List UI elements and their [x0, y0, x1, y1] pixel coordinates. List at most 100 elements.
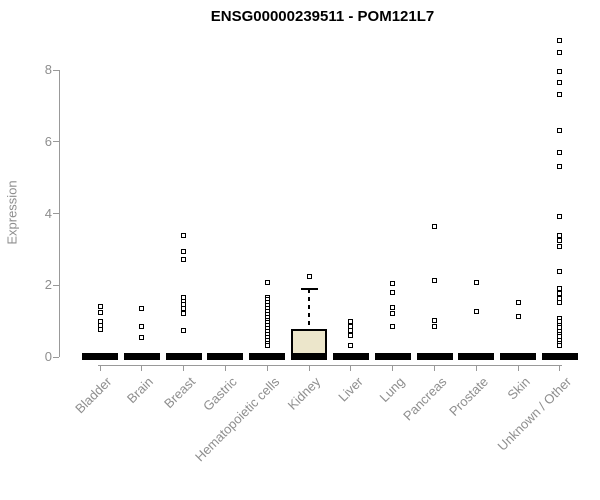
- outlier-point: [348, 332, 354, 338]
- outlier-point: [181, 306, 187, 312]
- outlier-point: [557, 299, 563, 305]
- x-tick-label: Kidney: [284, 374, 324, 413]
- y-tick-label: 0: [44, 349, 52, 364]
- outlier-point: [515, 299, 521, 305]
- outlier-point: [432, 317, 438, 323]
- y-axis-line: [59, 70, 60, 357]
- outlier-point: [557, 50, 563, 56]
- chart-title: ENSG00000239511 - POM121L7: [210, 8, 435, 25]
- y-tick: [53, 213, 59, 214]
- outlier-point: [557, 233, 563, 239]
- x-tick: [99, 365, 101, 371]
- y-axis-title: Expression: [4, 180, 20, 245]
- outlier-point: [557, 213, 563, 219]
- x-tick: [183, 365, 185, 371]
- outlier-point: [432, 278, 438, 284]
- outlier-point: [557, 80, 563, 86]
- box-median-bar: [332, 352, 369, 360]
- box-median-bar: [291, 352, 328, 360]
- x-tick: [475, 365, 477, 371]
- outlier-point: [97, 309, 103, 315]
- box-median-bar: [123, 352, 160, 360]
- outlier-point: [97, 327, 103, 333]
- outlier-point: [557, 128, 563, 134]
- y-tick: [53, 69, 59, 71]
- outlier-point: [557, 238, 563, 244]
- box-whisker: [308, 288, 311, 329]
- box-median-bar: [374, 352, 411, 360]
- y-tick-label: 8: [44, 62, 52, 77]
- y-tick-label: 2: [44, 277, 52, 293]
- y-tick: [53, 356, 59, 358]
- x-tick-label: Pancreas: [399, 374, 450, 424]
- outlier-point: [264, 279, 270, 285]
- x-tick: [434, 365, 436, 371]
- x-tick: [266, 365, 268, 371]
- x-tick-label: Brain: [124, 374, 157, 407]
- outlier-point: [557, 92, 563, 98]
- outlier-point: [557, 343, 563, 349]
- outlier-point: [139, 323, 145, 329]
- outlier-point: [181, 232, 187, 238]
- box-median-bar: [416, 352, 453, 360]
- outlier-point: [557, 269, 563, 275]
- outlier-point: [473, 308, 479, 314]
- x-tick: [392, 365, 394, 371]
- outlier-point: [348, 343, 354, 349]
- outlier-point: [181, 328, 187, 334]
- x-tick-label: Lung: [376, 374, 408, 406]
- y-tick-label: 4: [44, 205, 52, 221]
- outlier-point: [390, 323, 396, 329]
- outlier-point: [181, 311, 187, 317]
- outlier-point: [181, 257, 187, 263]
- outlier-point: [515, 314, 521, 320]
- outlier-point: [557, 69, 563, 75]
- x-tick-label: Bladder: [72, 374, 115, 417]
- x-tick-label: Liver: [334, 374, 366, 405]
- outlier-point: [390, 304, 396, 310]
- box-median-bar: [458, 352, 495, 360]
- outlier-point: [348, 327, 354, 333]
- outlier-point: [432, 324, 438, 330]
- box-whisker-cap: [300, 287, 318, 290]
- outlier-point: [557, 38, 563, 44]
- box-median-bar: [165, 352, 202, 360]
- y-tick: [53, 284, 59, 286]
- outlier-point: [557, 164, 563, 170]
- x-tick: [350, 365, 352, 371]
- x-tick: [141, 365, 143, 371]
- outlier-point: [390, 281, 396, 287]
- outlier-point: [139, 306, 145, 312]
- outlier-point: [97, 304, 103, 310]
- x-tick: [517, 365, 519, 371]
- outlier-point: [264, 343, 270, 349]
- box-median-bar: [500, 352, 537, 360]
- box-median-bar: [541, 352, 578, 360]
- outlier-point: [390, 289, 396, 295]
- outlier-point: [306, 274, 312, 280]
- x-tick-label: Gastric: [200, 374, 241, 414]
- outlier-point: [473, 279, 479, 285]
- x-tick: [224, 365, 226, 371]
- x-tick-label: Unknown / Other: [495, 374, 575, 454]
- y-tick: [53, 141, 59, 143]
- outlier-point: [390, 311, 396, 317]
- outlier-point: [139, 335, 145, 341]
- x-tick-label: Skin: [504, 374, 533, 403]
- box-median-bar: [207, 352, 244, 360]
- x-tick-label: Prostate: [446, 374, 491, 419]
- outlier-point: [432, 224, 438, 230]
- x-axis-line: [98, 365, 562, 366]
- box-rect: [291, 329, 328, 355]
- outlier-point: [348, 318, 354, 324]
- box-median-bar: [82, 352, 118, 360]
- box-median-bar: [249, 352, 286, 360]
- outlier-point: [181, 249, 187, 255]
- outlier-point: [557, 150, 563, 156]
- outlier-point: [557, 244, 563, 250]
- x-tick: [559, 365, 561, 371]
- x-tick: [308, 365, 310, 371]
- outlier-point: [557, 291, 563, 297]
- y-tick-label: 6: [44, 133, 52, 149]
